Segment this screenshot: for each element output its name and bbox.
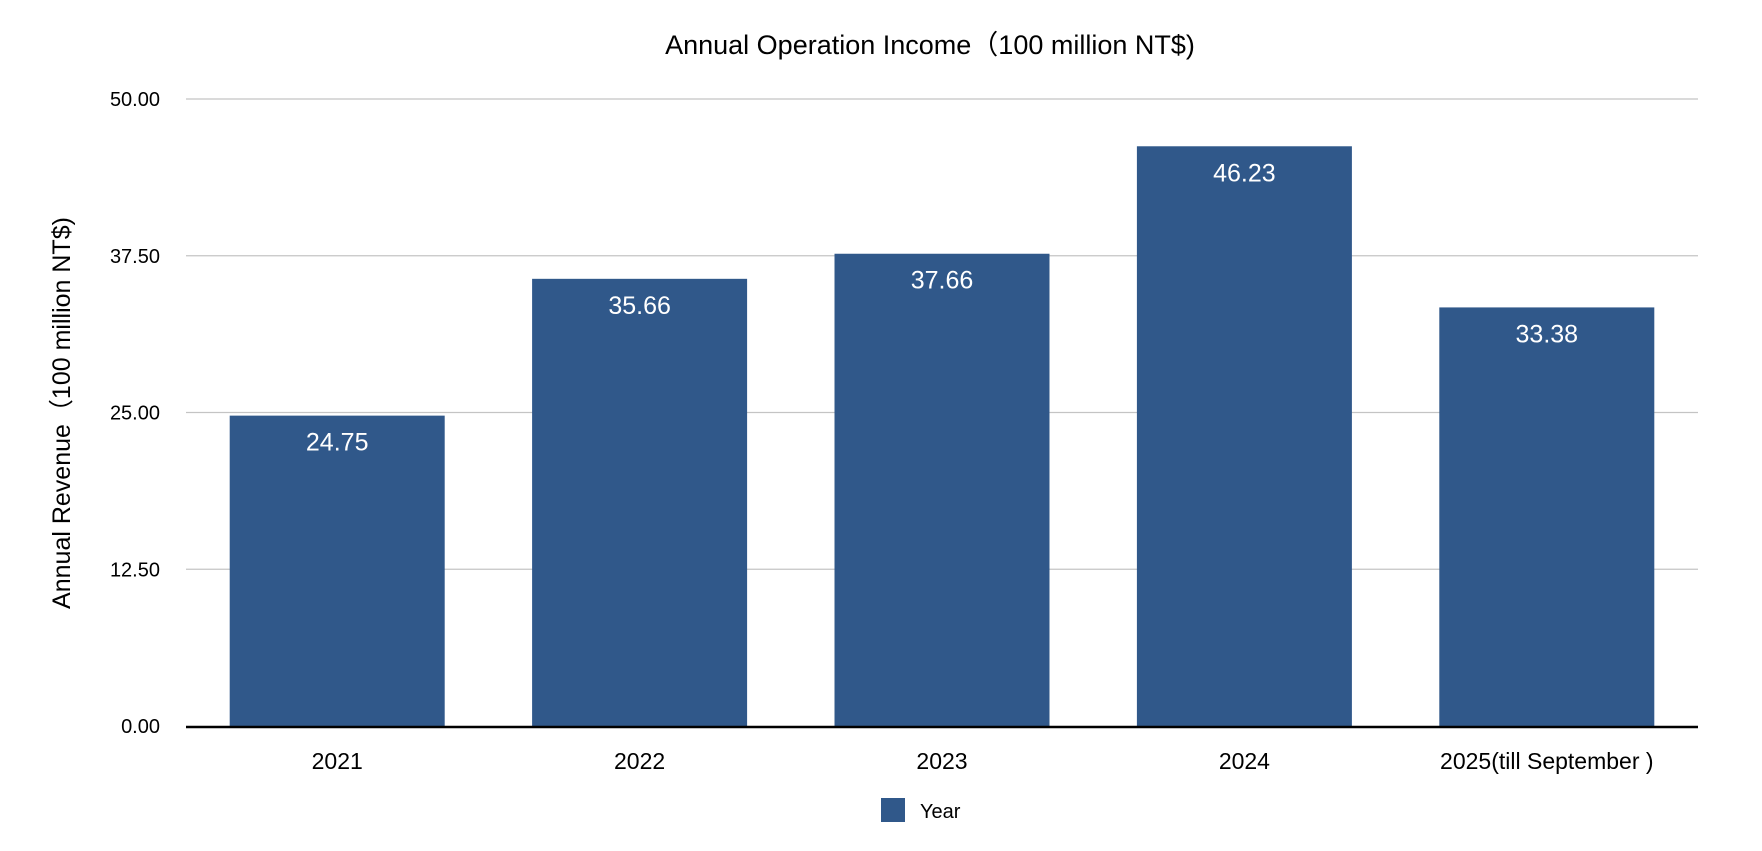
bar-value-label: 46.23 (1213, 159, 1276, 187)
bar-2022 (532, 278, 748, 726)
legend-swatch (881, 798, 905, 822)
x-tick-label: 2022 (614, 748, 665, 774)
y-tick-label: 25.00 (110, 403, 160, 425)
y-tick-label: 12.50 (110, 559, 160, 581)
legend: Year (881, 798, 961, 823)
bar-value-label: 37.66 (911, 267, 974, 295)
y-tick-label: 37.50 (110, 246, 160, 268)
bar-value-label: 35.66 (608, 292, 671, 320)
x-tick-label: 2023 (916, 748, 967, 774)
x-tick-label: 2021 (312, 748, 363, 774)
y-tick-label: 50.00 (110, 89, 160, 111)
bar-2025(till September ) (1439, 307, 1655, 726)
legend-label: Year (920, 801, 961, 823)
chart-title: Annual Operation Income（100 million NT$) (665, 30, 1195, 60)
bar-2024 (1136, 146, 1352, 726)
bar-2023 (834, 253, 1050, 727)
bar-2021 (229, 415, 445, 726)
x-tick-label: 2025(till September ) (1440, 748, 1654, 774)
y-axis-label: Annual Revenue（100 million NT$) (48, 217, 76, 609)
x-tick-label: 2024 (1219, 748, 1270, 774)
bar-value-label: 24.75 (306, 429, 369, 457)
bar-value-label: 33.38 (1516, 320, 1579, 348)
y-tick-label: 0.00 (121, 716, 160, 738)
